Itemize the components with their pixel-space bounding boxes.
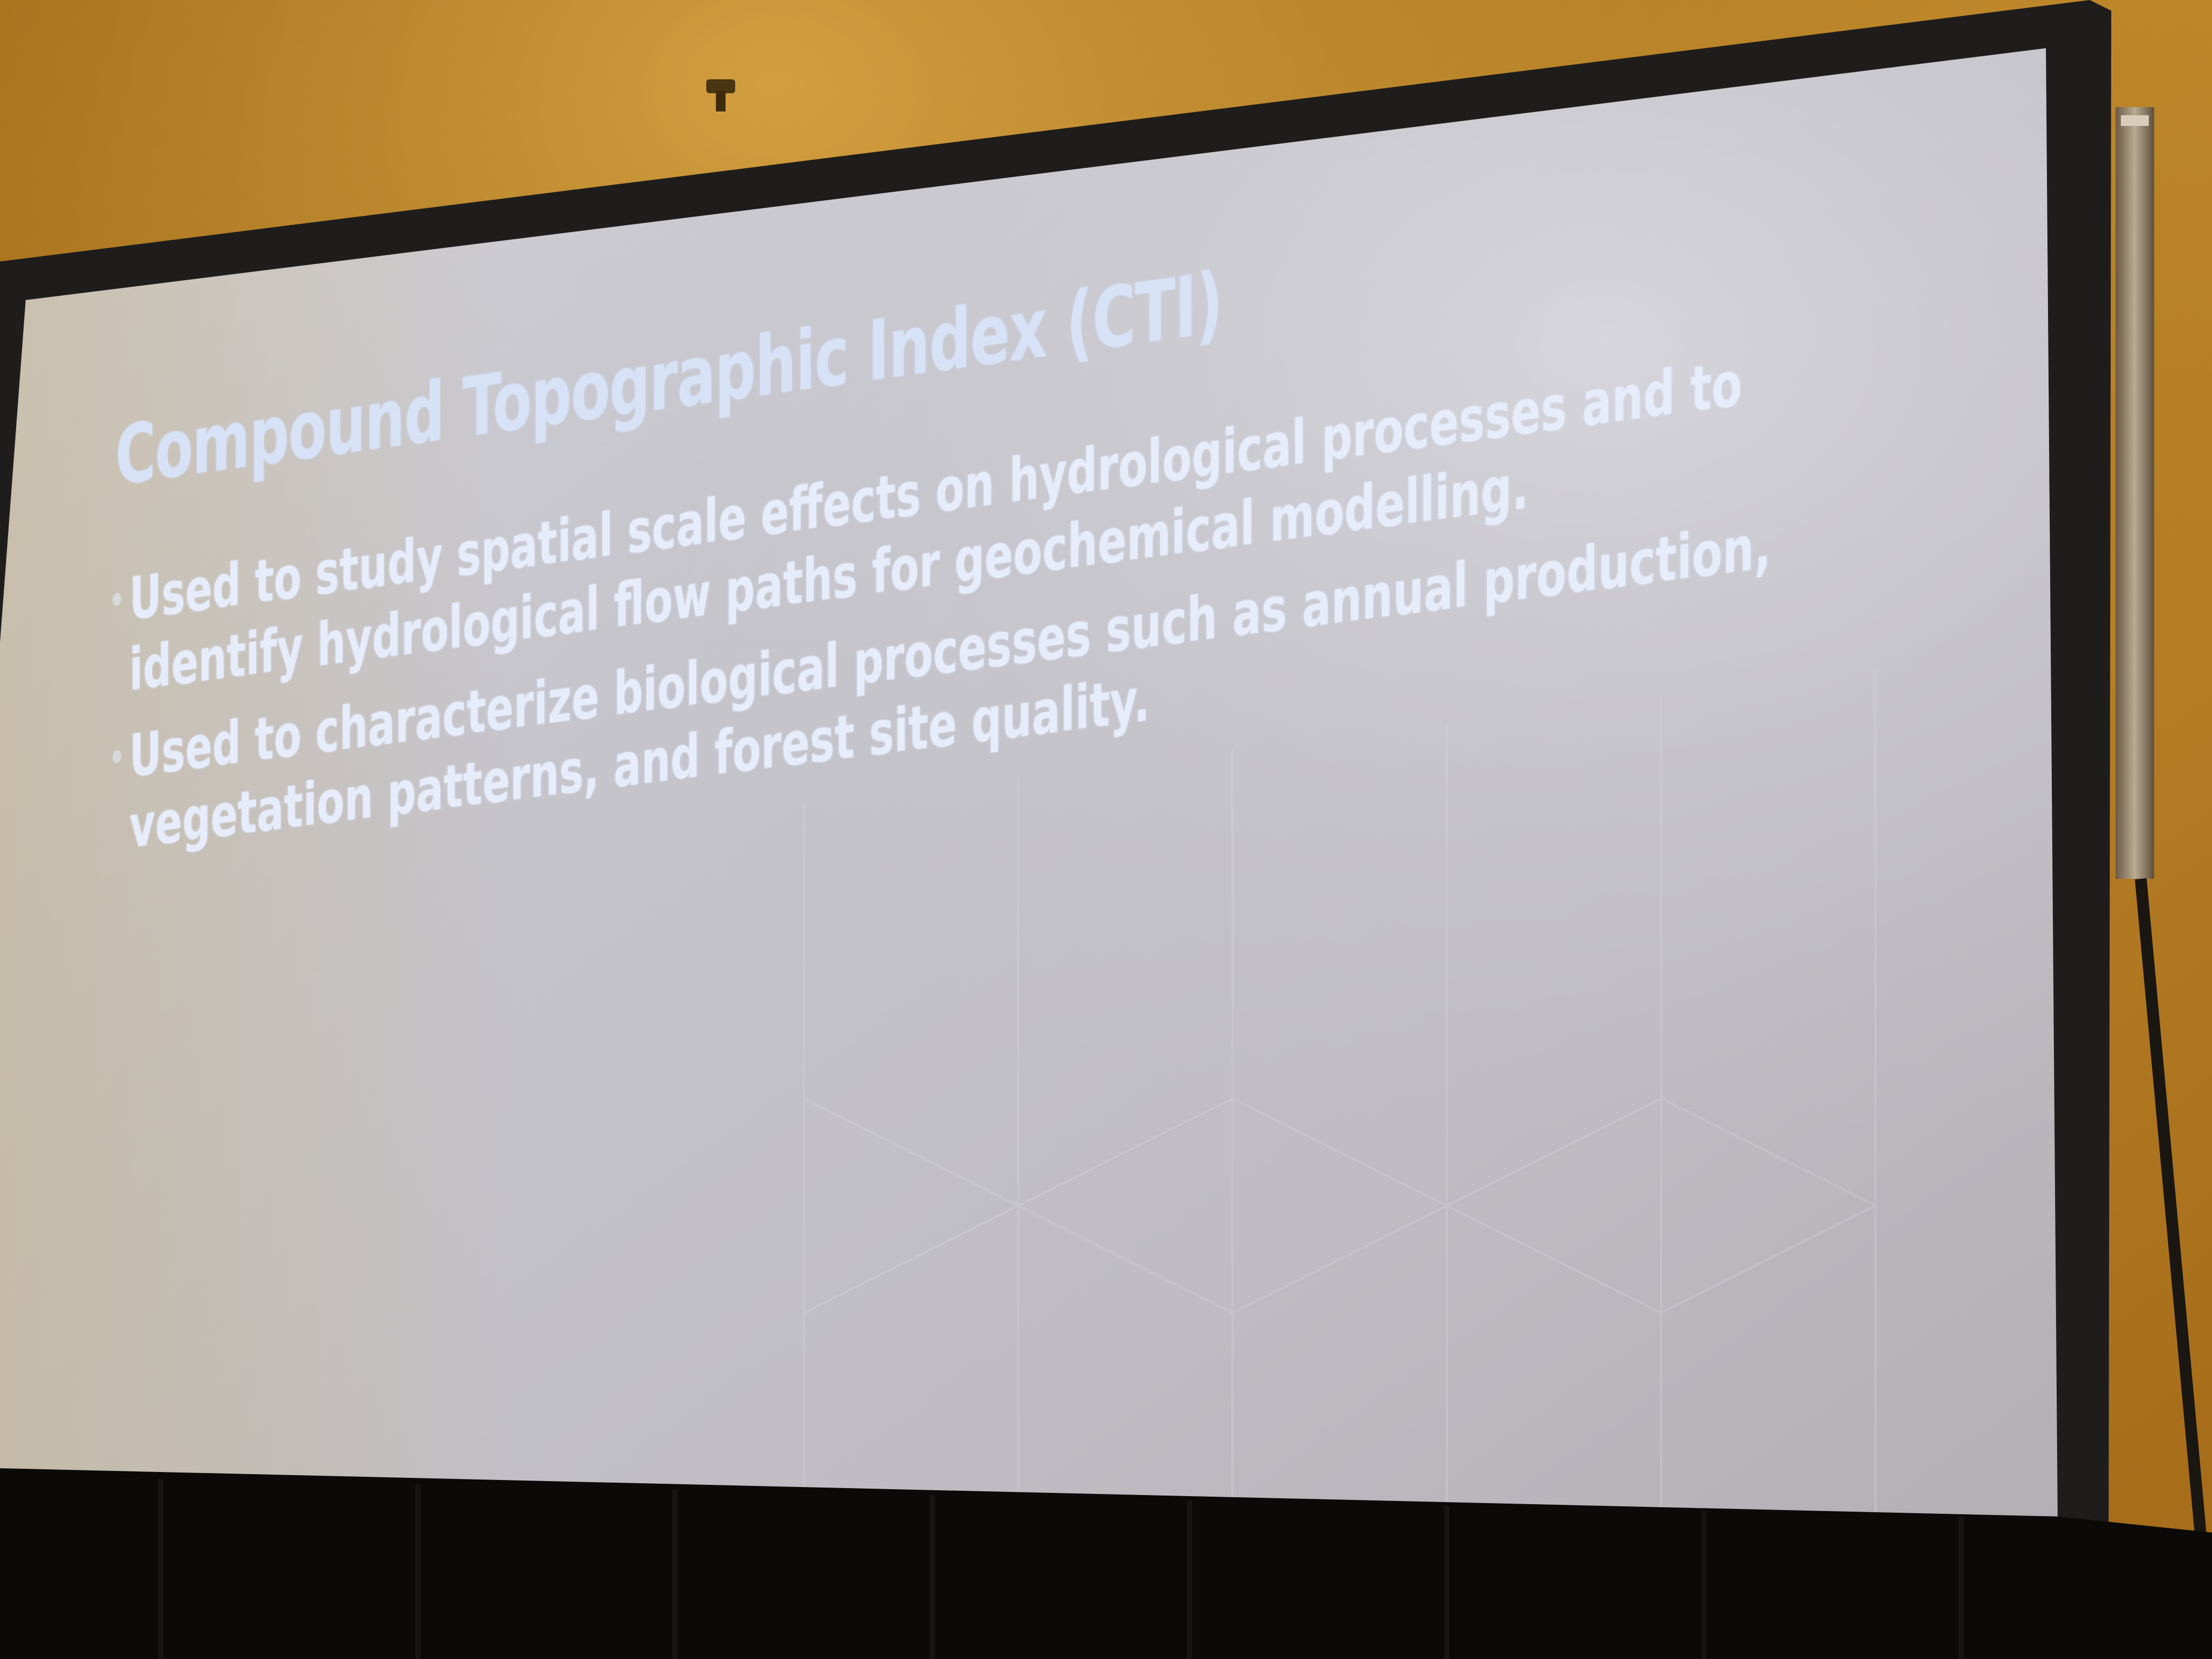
rail-clamp <box>2121 115 2149 126</box>
screen-warm-edge <box>0 48 2058 1522</box>
screen-side-rail <box>2116 107 2154 879</box>
